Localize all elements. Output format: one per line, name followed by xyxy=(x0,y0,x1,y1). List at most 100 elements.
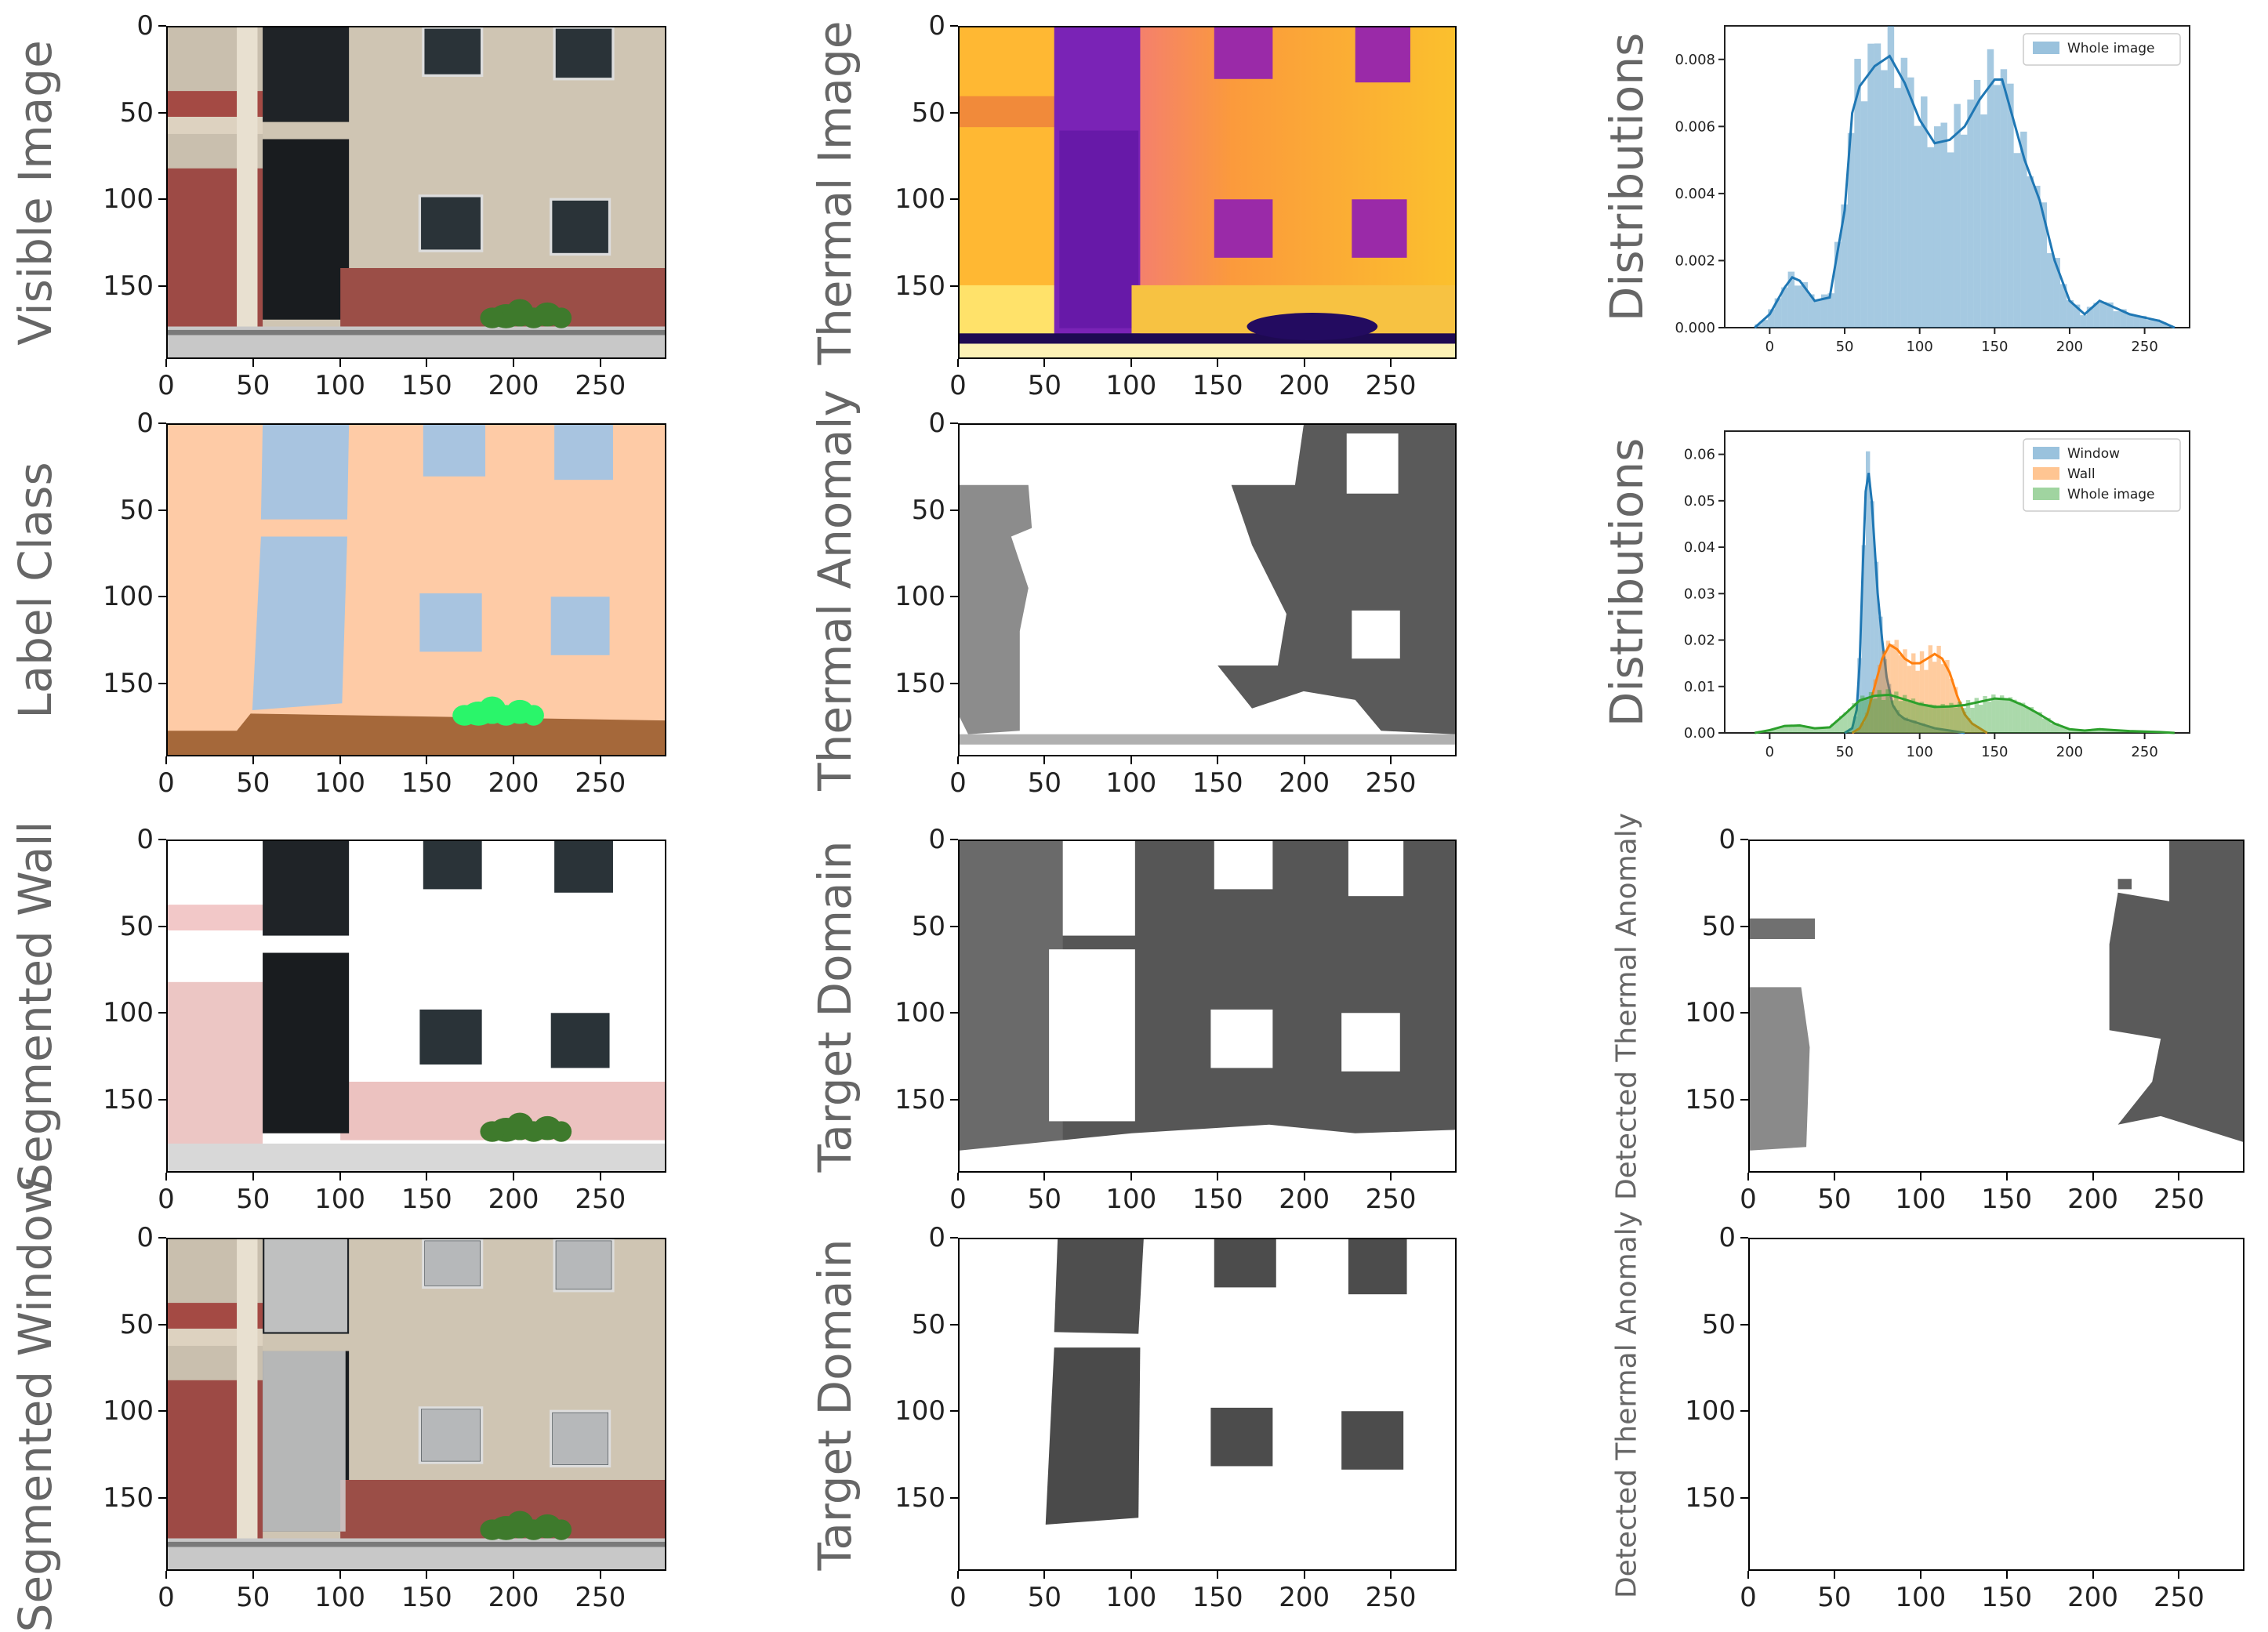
histogram-bar xyxy=(1856,702,1860,733)
x-tick-label: 200 xyxy=(2067,1184,2118,1215)
x-tick-label: 200 xyxy=(1279,767,1330,799)
segwin-corner-trim xyxy=(237,1239,257,1569)
y-tick-label: 150 xyxy=(894,1482,945,1514)
y-tick xyxy=(950,285,958,287)
y-tick xyxy=(950,1410,958,1412)
histogram-bar xyxy=(1928,705,1932,733)
x-tick-label-wrap: 250 xyxy=(575,1184,626,1215)
x-tick-label-wrap: 200 xyxy=(2067,1184,2118,1215)
histogram-bar xyxy=(1907,702,1911,733)
x-tick-label: 100 xyxy=(1105,370,1156,401)
x-tick xyxy=(1304,756,1305,764)
twin-door-upper xyxy=(1054,1239,1144,1334)
x-tick xyxy=(2006,1173,2008,1180)
y-tick-label: 50 xyxy=(1702,1309,1736,1340)
y-tick-label-wrap: 150 xyxy=(103,1084,154,1115)
y-tick-label-wrap: 150 xyxy=(1685,1084,1736,1115)
image-frame-thermal-image xyxy=(958,26,1457,359)
x-tick-label-wrap: 50 xyxy=(1028,1184,1061,1215)
x-tick-label-wrap: 100 xyxy=(314,767,365,799)
histogram-bar xyxy=(1980,114,1987,328)
x-tick xyxy=(1304,359,1305,367)
x-tick xyxy=(957,359,959,367)
x-tick xyxy=(2092,1173,2094,1180)
x-tick-label-wrap: 50 xyxy=(236,1582,270,1613)
histogram-bar xyxy=(1954,104,1960,328)
x-tick-label-wrap: 200 xyxy=(488,767,539,799)
image-frame-detected-anomaly-window xyxy=(1748,1238,2244,1571)
x-tick-label: 250 xyxy=(1366,767,1417,799)
anom-hole-top xyxy=(1347,433,1399,494)
histogram-bar xyxy=(2001,69,2007,328)
x-tick-label-wrap: 200 xyxy=(1279,370,1330,401)
y-tick xyxy=(1740,1237,1748,1239)
x-tick-label: 100 xyxy=(314,1184,365,1215)
x-tick xyxy=(1747,1571,1749,1579)
x-tick-label: 150 xyxy=(401,767,452,799)
x-tick-label-wrap: 250 xyxy=(575,767,626,799)
image-frame-segmented-window xyxy=(166,1238,666,1571)
histogram-bar xyxy=(1961,135,1967,328)
segwall-brick-left xyxy=(168,982,263,1145)
y-tick xyxy=(158,839,166,840)
x-tick-label-wrap: 50 xyxy=(1817,1582,1851,1613)
y-tick xyxy=(1740,1099,1748,1101)
histogram-bar xyxy=(1881,70,1887,328)
x-tick-label-wrap: 50 xyxy=(1028,1582,1061,1613)
ylabel-text: Segmented Wall xyxy=(9,821,62,1191)
image-label-class xyxy=(168,425,665,755)
thermal-bottom xyxy=(960,343,1455,357)
y-tick xyxy=(158,285,166,287)
x-tick xyxy=(2178,1571,2179,1579)
y-tick-label: 0.004 xyxy=(1675,186,1715,202)
x-tick-label: 50 xyxy=(1817,1184,1851,1215)
x-tick-label: 150 xyxy=(1192,767,1243,799)
ylabel-text: Distributions xyxy=(1600,437,1653,727)
x-tick-label: 200 xyxy=(2056,339,2083,355)
y-tick-label-wrap: 50 xyxy=(912,911,945,942)
histogram-bar xyxy=(1894,88,1900,328)
x-tick-label-wrap: 150 xyxy=(1192,767,1243,799)
x-tick xyxy=(252,359,254,367)
twin-door xyxy=(1046,1347,1141,1525)
y-tick-label-wrap: 0 xyxy=(136,408,154,439)
x-tick xyxy=(513,756,514,764)
y-tick-label: 0.000 xyxy=(1675,320,1715,336)
y-tick-label: 150 xyxy=(1685,1482,1736,1514)
x-tick-label-wrap: 250 xyxy=(1366,370,1417,401)
thermal-window-2 xyxy=(1214,199,1273,258)
tw-window-0 xyxy=(1214,841,1273,889)
y-tick-label-wrap: 100 xyxy=(894,1395,945,1427)
y-tick xyxy=(950,926,958,927)
image-segmented-window xyxy=(168,1239,665,1569)
y-tick-label: 100 xyxy=(103,183,154,215)
image-frame-target-domain-window xyxy=(958,1238,1457,1571)
y-tick-label-wrap: 0 xyxy=(136,10,154,42)
y-tick-label-wrap: 50 xyxy=(120,911,154,942)
x-tick-label: 250 xyxy=(575,1184,626,1215)
y-tick-label: 50 xyxy=(912,495,945,526)
x-tick-label-wrap: 100 xyxy=(314,370,365,401)
x-tick-label: 0 xyxy=(949,767,967,799)
x-tick-label: 100 xyxy=(1906,339,1932,355)
x-tick-label: 50 xyxy=(1836,744,1854,760)
histogram-bar xyxy=(1882,700,1885,733)
y-tick-label-wrap: 0 xyxy=(928,824,945,855)
histogram-bar xyxy=(2014,153,2020,328)
y-tick xyxy=(950,423,958,424)
legend-label: Whole image xyxy=(2067,41,2155,56)
x-tick-label: 150 xyxy=(1192,1184,1243,1215)
x-tick-label-wrap: 200 xyxy=(488,370,539,401)
x-tick-label-wrap: 0 xyxy=(949,370,967,401)
x-tick-label: 200 xyxy=(1279,1582,1330,1613)
histogram-bar xyxy=(1945,707,1949,733)
x-tick-label: 150 xyxy=(1981,339,2008,355)
thermal-bush xyxy=(1246,313,1377,340)
histogram-bar xyxy=(1874,43,1881,328)
x-tick-label: 50 xyxy=(236,1582,270,1613)
legend-swatch xyxy=(2033,42,2059,54)
y-tick-label-wrap: 50 xyxy=(912,495,945,526)
x-tick-label: 100 xyxy=(1895,1184,1946,1215)
anom-hole-mid xyxy=(1352,611,1399,658)
